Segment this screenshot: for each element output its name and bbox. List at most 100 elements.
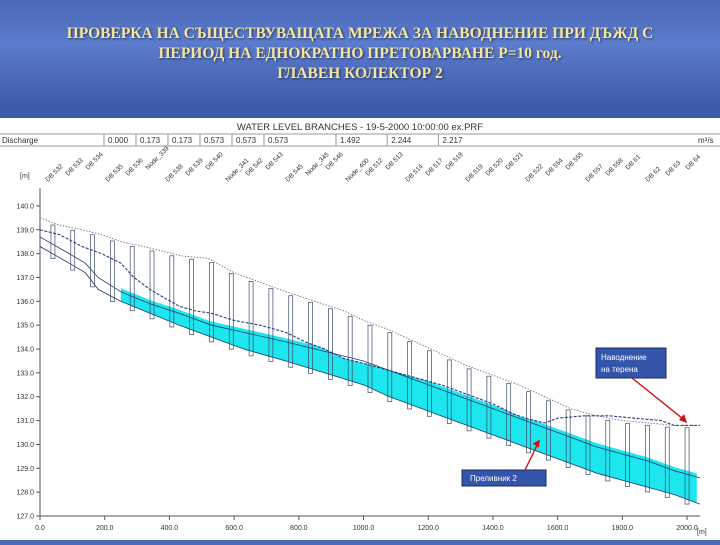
manhole-shaft	[189, 258, 195, 335]
node-label: DB 536	[124, 157, 145, 178]
manhole-shaft	[625, 423, 630, 487]
manhole-shaft	[149, 250, 155, 320]
node-label: DB 545	[284, 163, 305, 184]
y-tick-label: 128.0	[16, 490, 34, 497]
x-tick-label: 1600.0	[547, 525, 569, 532]
node-label: DB 535	[104, 163, 125, 184]
y-tick-label: 137.0	[16, 275, 34, 282]
discharge-label: Discharge	[2, 136, 39, 145]
node-label: DB 543	[264, 151, 285, 172]
manhole-shaft	[367, 324, 373, 393]
discharge-value: 2.217	[442, 136, 463, 145]
manhole-shaft	[605, 419, 611, 482]
node-label: DB 63	[664, 159, 682, 177]
node-label: DB 514	[404, 163, 425, 184]
node-label: DB 518	[444, 151, 465, 172]
x-tick-label: 200.0	[96, 525, 114, 532]
manhole-shaft	[347, 315, 353, 386]
node-label: DB 61	[624, 153, 642, 171]
node-label: DB 62	[644, 165, 662, 183]
manhole-shaft	[664, 426, 670, 498]
annotation-weir-box	[461, 469, 547, 487]
chart-panel: Discharge m³/s WATER LEVEL BRANCHES - 19-5…	[0, 118, 720, 540]
node-label: DB 519	[464, 163, 485, 184]
manhole-shaft	[387, 332, 393, 403]
node-label: DB 554	[544, 157, 565, 178]
title-line-3: ГЛАВЕН КОЛЕКТОР 2	[277, 65, 443, 82]
annotation-flood-arrowhead	[679, 413, 688, 423]
discharge-value: 0.000	[108, 136, 129, 145]
node-label: DB 538	[164, 163, 185, 184]
manhole-shaft	[129, 246, 135, 312]
y-tick-label: 127.0	[16, 514, 34, 521]
y-tick-label: 131.0	[16, 418, 34, 425]
annotation-flood-line2: на терена	[601, 365, 638, 374]
y-tick-label: 130.0	[16, 442, 34, 449]
manhole-shaft	[506, 383, 512, 446]
x-tick-label: 1200.0	[418, 525, 440, 532]
node-label: DB 534	[84, 151, 105, 172]
x-tick-label: 1800.0	[612, 525, 634, 532]
annotation-weir-arrowhead	[532, 439, 540, 448]
manhole-shaft	[268, 288, 274, 362]
manhole-shaft	[169, 255, 175, 328]
discharge-value: 0.573	[204, 136, 225, 145]
manhole-shaft	[288, 295, 294, 368]
annotation-weir-label: Преливник 2	[470, 474, 517, 483]
slide-title: ПРОВЕРКА НА СЪЩЕСТВУВАЩАТА МРЕЖА ЗА НАВО…	[0, 24, 720, 84]
discharge-unit: m³/s	[698, 136, 714, 145]
manhole-shaft	[486, 375, 492, 439]
chart-title: WATER LEVEL BRANCHES - 19-5-2000 10:00:0…	[237, 122, 483, 133]
discharge-value: 0.173	[140, 136, 161, 145]
y-tick-label: 134.0	[16, 347, 34, 354]
y-tick-label: 136.0	[16, 299, 34, 306]
x-tick-label: 600.0	[225, 525, 243, 532]
annotation-flood-box	[595, 347, 667, 379]
manhole-shaft	[308, 301, 313, 374]
x-tick-label: 2000.0	[676, 525, 698, 532]
manhole-shaft	[70, 229, 76, 271]
y-tick-label: 133.0	[16, 370, 34, 377]
node-label: DB 520	[484, 157, 505, 178]
discharge-value: 0.573	[236, 136, 257, 145]
manhole-shaft	[645, 424, 650, 493]
node-label: DB 532	[44, 163, 65, 184]
x-tick-label: 800.0	[290, 525, 308, 532]
node-label: DB 521	[504, 151, 525, 172]
node-label: DB 557	[584, 163, 605, 184]
node-label: DB 555	[564, 151, 585, 172]
water-level-chart: Discharge m³/s WATER LEVEL BRANCHES - 19-5…	[0, 122, 720, 536]
manhole-shaft	[228, 273, 234, 350]
manhole-shaft	[466, 368, 472, 432]
node-label: DB 64	[684, 153, 702, 171]
y-tick-label: 140.0	[16, 203, 34, 210]
node-label: DB 513	[384, 151, 405, 172]
annotation-flood-arrow	[631, 377, 684, 420]
pipe-invert-line	[39, 246, 701, 505]
y-tick-label: 129.0	[16, 466, 34, 473]
y-tick-label: 139.0	[16, 227, 34, 234]
x-tick-label: 0.0	[35, 525, 45, 532]
y-axis-label: [m]	[20, 173, 30, 180]
y-tick-label: 132.0	[16, 394, 34, 401]
node-label: DB 533	[64, 157, 85, 178]
node-label: DB 540	[204, 151, 225, 172]
title-line-1: ПРОВЕРКА НА СЪЩЕСТВУВАЩАТА МРЕЖА ЗА НАВО…	[66, 25, 654, 42]
discharge-value: 0.573	[268, 136, 289, 145]
ground-line	[39, 217, 700, 426]
manhole-shaft	[50, 224, 56, 260]
manhole-shaft	[209, 262, 214, 343]
x-tick-label: 400.0	[161, 525, 179, 532]
manhole-shaft	[545, 400, 551, 461]
discharge-value: 1.492	[340, 136, 361, 145]
manhole-shaft	[446, 359, 452, 424]
manhole-shaft	[427, 350, 432, 417]
x-axis-label: [m]	[697, 529, 707, 536]
node-label: DB 522	[524, 163, 545, 184]
annotation-flood-line1: Наводнение	[601, 353, 647, 362]
discharge-value: 0.173	[172, 136, 193, 145]
x-tick-label: 1000.0	[353, 525, 375, 532]
manhole-shaft	[110, 240, 115, 302]
node-label: Node_339	[144, 145, 170, 171]
title-line-2: ПЕРИОД НА ЕДНОКРАТНО ПРЕТОВАРВАНЕ Р=10 г…	[158, 45, 562, 62]
